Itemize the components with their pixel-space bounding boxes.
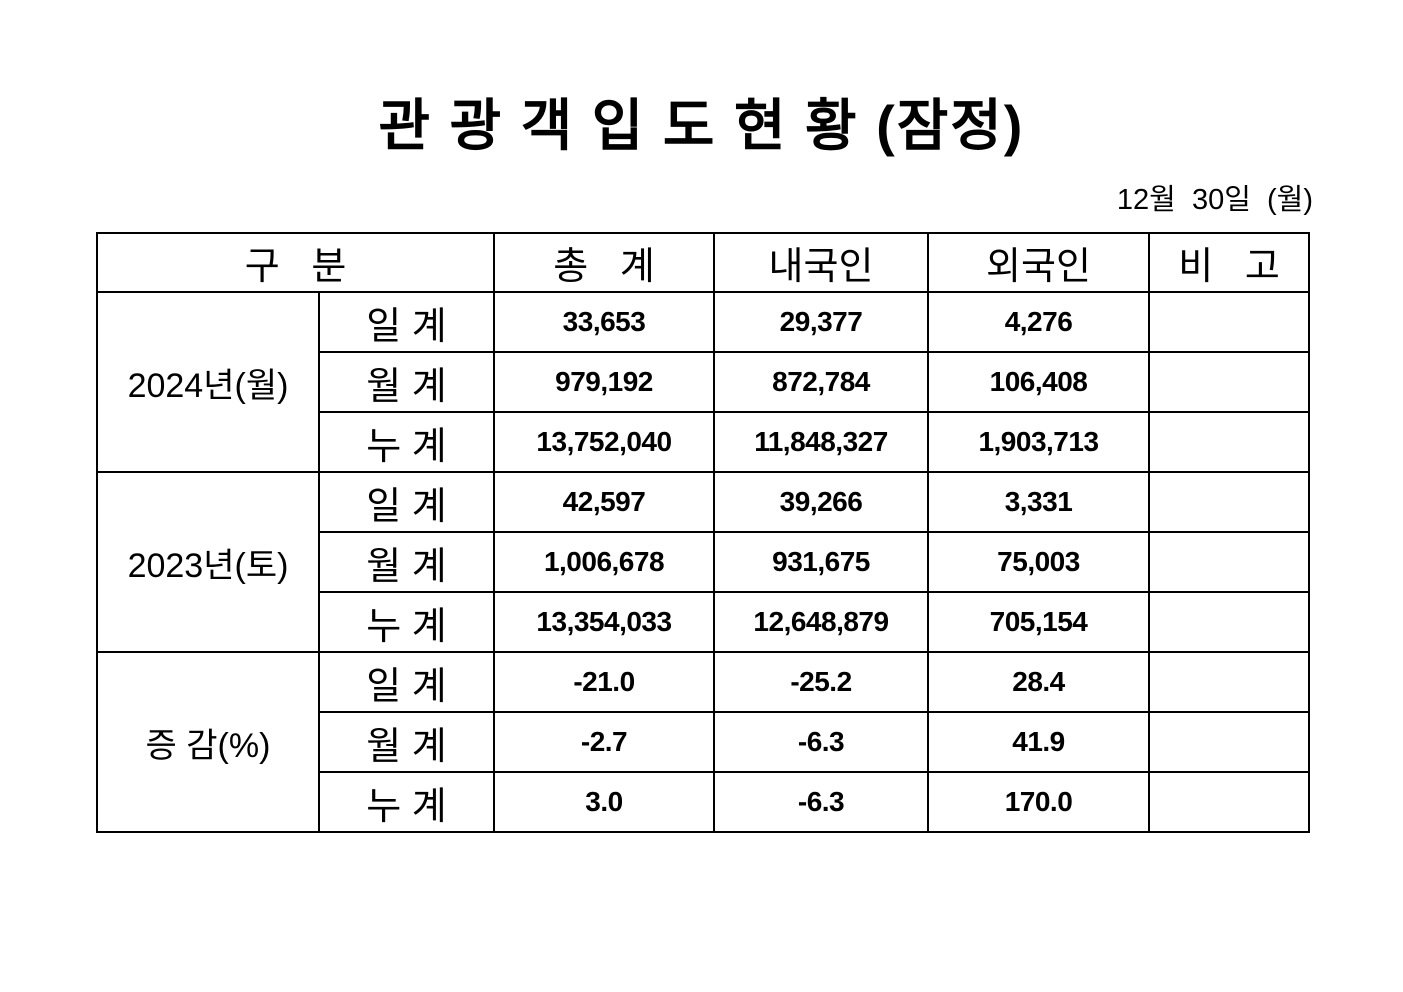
header-category: 구 분: [96, 232, 495, 293]
note-cell: [1148, 531, 1310, 593]
value-cell-domestic: -6.3: [713, 771, 929, 833]
value-cell-foreigner: 75,003: [927, 531, 1150, 593]
value-cell-domestic: 872,784: [713, 351, 929, 413]
note-cell: [1148, 591, 1310, 653]
value-cell-domestic: 39,266: [713, 471, 929, 533]
value-cell-domestic: 29,377: [713, 291, 929, 353]
report-date: 12월 30일 (월): [1116, 184, 1313, 216]
table-row: 2024년(월) 일 계 33,653 29,377 4,276: [96, 291, 1310, 473]
row-label-cell: 일 계: [318, 651, 495, 713]
row-label-cell: 누 계: [318, 411, 495, 473]
year-group-cell-2024: 2024년(월): [96, 291, 320, 473]
value-cell-total: -21.0: [493, 651, 715, 713]
header-domestic: 내국인: [713, 232, 929, 293]
table-row: 증 감(%) 일 계 -21.0 -25.2 28.4: [96, 651, 1310, 833]
header-note: 비 고: [1148, 232, 1310, 293]
value-cell-total: 13,752,040: [493, 411, 715, 473]
table-row: 누 계 13,354,033 12,648,879 705,154: [97, 591, 1310, 653]
note-cell: [1148, 291, 1310, 353]
value-cell-domestic: 11,848,327: [713, 411, 929, 473]
note-cell: [1148, 711, 1310, 773]
year-group-cell-2023: 2023년(토): [96, 471, 320, 653]
value-cell-total: 1,006,678: [493, 531, 715, 593]
note-cell: [1148, 651, 1310, 713]
note-cell: [1148, 771, 1310, 833]
value-cell-total: 42,597: [493, 471, 715, 533]
value-cell-domestic: -25.2: [713, 651, 929, 713]
header-total: 총 계: [493, 232, 715, 293]
table-row: 월 계 -2.7 -6.3 41.9: [97, 711, 1310, 773]
year-group-cell-change-pct: 증 감(%): [96, 651, 320, 833]
row-label-cell: 일 계: [318, 471, 495, 533]
value-cell-foreigner: 3,331: [927, 471, 1150, 533]
tourist-arrival-stats-table: 구 분 총 계 내국인 외국인 비 고 2024년(월) 일 계 33,653 …: [96, 232, 1310, 833]
row-label-cell: 누 계: [318, 591, 495, 653]
table-row: 2023년(토) 일 계 42,597 39,266 3,331: [96, 471, 1310, 653]
value-cell-domestic: 12,648,879: [713, 591, 929, 653]
value-cell-total: -2.7: [493, 711, 715, 773]
row-label-cell: 월 계: [318, 351, 495, 413]
row-label-cell: 일 계: [318, 291, 495, 353]
value-cell-total: 33,653: [493, 291, 715, 353]
value-cell-foreigner: 28.4: [927, 651, 1150, 713]
table-row: 월 계 979,192 872,784 106,408: [97, 351, 1310, 413]
value-cell-foreigner: 4,276: [927, 291, 1150, 353]
row-label-cell: 월 계: [318, 531, 495, 593]
value-cell-foreigner: 705,154: [927, 591, 1150, 653]
table-header-row: 구 분 총 계 내국인 외국인 비 고: [96, 232, 1310, 293]
row-label-cell: 월 계: [318, 711, 495, 773]
table-row: 누 계 13,752,040 11,848,327 1,903,713: [97, 411, 1310, 473]
value-cell-total: 979,192: [493, 351, 715, 413]
table-row: 누 계 3.0 -6.3 170.0: [97, 771, 1310, 833]
value-cell-domestic: 931,675: [713, 531, 929, 593]
note-cell: [1148, 351, 1310, 413]
note-cell: [1148, 471, 1310, 533]
row-label-cell: 누 계: [318, 771, 495, 833]
value-cell-total: 13,354,033: [493, 591, 715, 653]
value-cell-foreigner: 170.0: [927, 771, 1150, 833]
value-cell-domestic: -6.3: [713, 711, 929, 773]
value-cell-foreigner: 1,903,713: [927, 411, 1150, 473]
note-cell: [1148, 411, 1310, 473]
value-cell-foreigner: 41.9: [927, 711, 1150, 773]
value-cell-foreigner: 106,408: [927, 351, 1150, 413]
page-title: 관 광 객 입 도 현 황 (잠정): [378, 94, 1025, 157]
table-row: 월 계 1,006,678 931,675 75,003: [97, 531, 1310, 593]
header-foreigner: 외국인: [927, 232, 1150, 293]
value-cell-total: 3.0: [493, 771, 715, 833]
